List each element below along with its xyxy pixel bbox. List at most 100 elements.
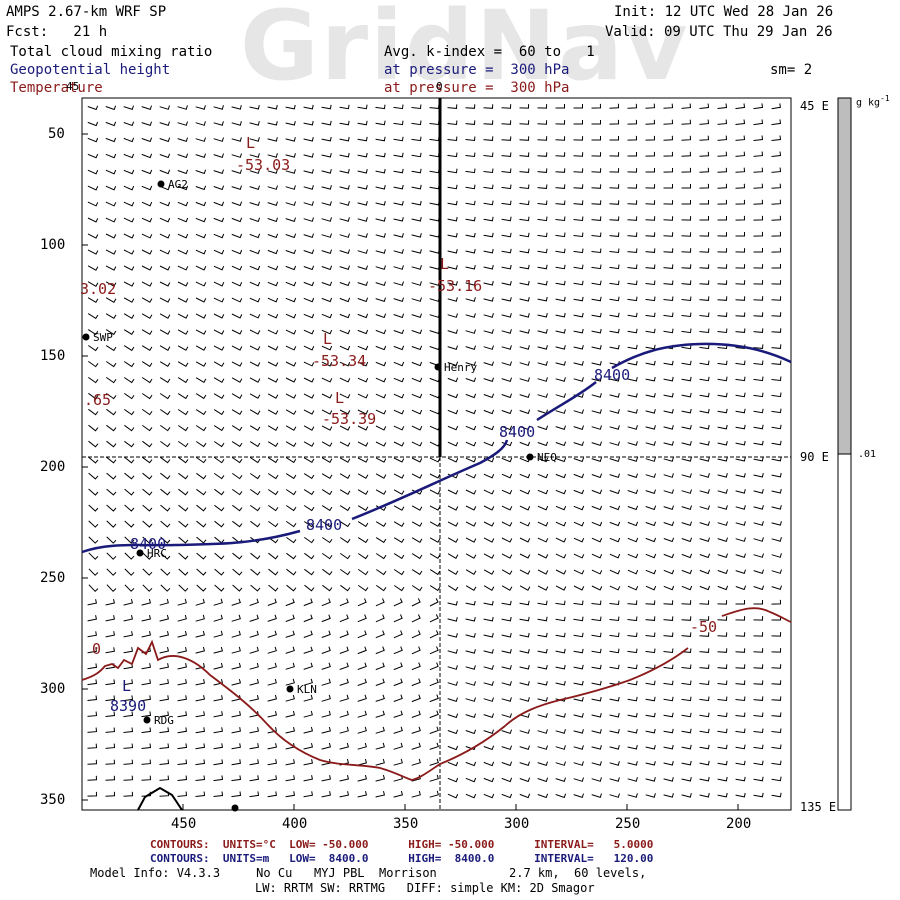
wind-barb [555,729,566,734]
wind-barb [303,313,315,319]
wind-barb [141,281,153,287]
wind-barb [249,425,261,431]
wind-barb [429,377,441,383]
wind-barb [735,296,746,301]
wind-barb [681,360,692,366]
x-tick-label: 350 [393,816,419,832]
wind-barb [447,313,458,318]
wind-barb [249,630,259,638]
wind-barb [483,505,495,511]
wind-barb [771,776,782,782]
wind-barb [681,232,692,237]
wind-barb [285,153,296,158]
wind-barb [663,632,674,637]
wind-barb [573,793,584,799]
wind-barb [627,521,639,527]
wind-barb [231,105,242,110]
y-tick-label: 150 [40,348,66,364]
wind-barb [645,216,656,221]
wind-barb [429,409,441,415]
wind-barb [142,584,153,592]
temp-low-value: -53.34 [312,352,367,370]
wind-barb [501,152,512,157]
wind-barb [465,761,477,767]
wind-barb [357,537,369,544]
wind-barb [699,569,711,575]
wind-barb [285,791,295,798]
wind-barb [717,392,728,398]
wind-barb [357,184,368,190]
wind-barb [249,249,261,255]
wind-barb [177,727,187,734]
wind-barb [771,505,782,510]
wind-barb [105,265,117,271]
wind-barb [429,630,439,639]
wind-barb [429,598,439,607]
wind-barb [213,598,223,606]
wind-barb [573,505,585,511]
wind-barb [106,552,117,560]
wind-barb [321,152,332,158]
wind-barb [447,489,459,495]
wind-barb [447,777,459,783]
wind-barb [591,441,602,447]
wind-barb [303,377,315,383]
wind-barb [340,552,351,560]
wind-barb [375,758,385,766]
wind-barb [447,200,458,206]
wind-barb [250,568,261,576]
wind-barb [573,729,584,734]
wind-barb [501,537,513,543]
wind-barb [573,600,584,606]
wind-barb [519,361,530,366]
wind-barb [232,472,243,480]
wind-barb [321,297,333,303]
wind-barb [303,726,314,734]
wind-barb [123,249,135,255]
wind-barb [519,200,530,206]
wind-barb [501,280,512,286]
wind-barb [681,632,692,637]
wind-barb [537,377,548,382]
wind-barb [663,168,673,173]
wind-barb [159,711,169,718]
wind-barb [375,249,386,254]
wind-barb [213,377,225,383]
wind-barb [555,216,566,222]
wind-barb [663,408,674,414]
wind-barb [141,679,151,686]
wind-barb [717,505,728,510]
wind-barb [141,105,152,111]
wind-barb [627,600,638,605]
wind-barb [321,329,333,335]
wind-barb [339,152,350,158]
wind-barb [699,760,710,766]
wind-barb [501,168,512,174]
x-axis-ticks [182,804,739,810]
wind-barb [699,151,710,157]
wind-barb [663,151,674,157]
wind-barb [501,136,512,141]
wind-barb [177,137,188,143]
wind-barb [663,376,674,382]
wind-barb [591,296,602,302]
wind-barb [483,441,495,447]
wind-barb [213,121,224,126]
wind-barb [106,584,117,593]
wind-barb [267,759,277,766]
wind-barb [627,425,638,430]
wind-barb [573,553,585,559]
wind-barb [375,537,387,544]
wind-barb [249,137,260,142]
wind-barb [411,569,423,576]
wind-barb [141,169,153,175]
field-temperature-label: Temperature [10,80,103,96]
wind-barb [105,679,116,686]
wind-barb [609,569,621,575]
wind-barb [429,646,439,655]
wind-barb [249,743,259,750]
wind-barb [322,521,333,528]
wind-barb [753,199,764,205]
wind-barb [645,360,656,366]
wind-barb [178,584,189,592]
